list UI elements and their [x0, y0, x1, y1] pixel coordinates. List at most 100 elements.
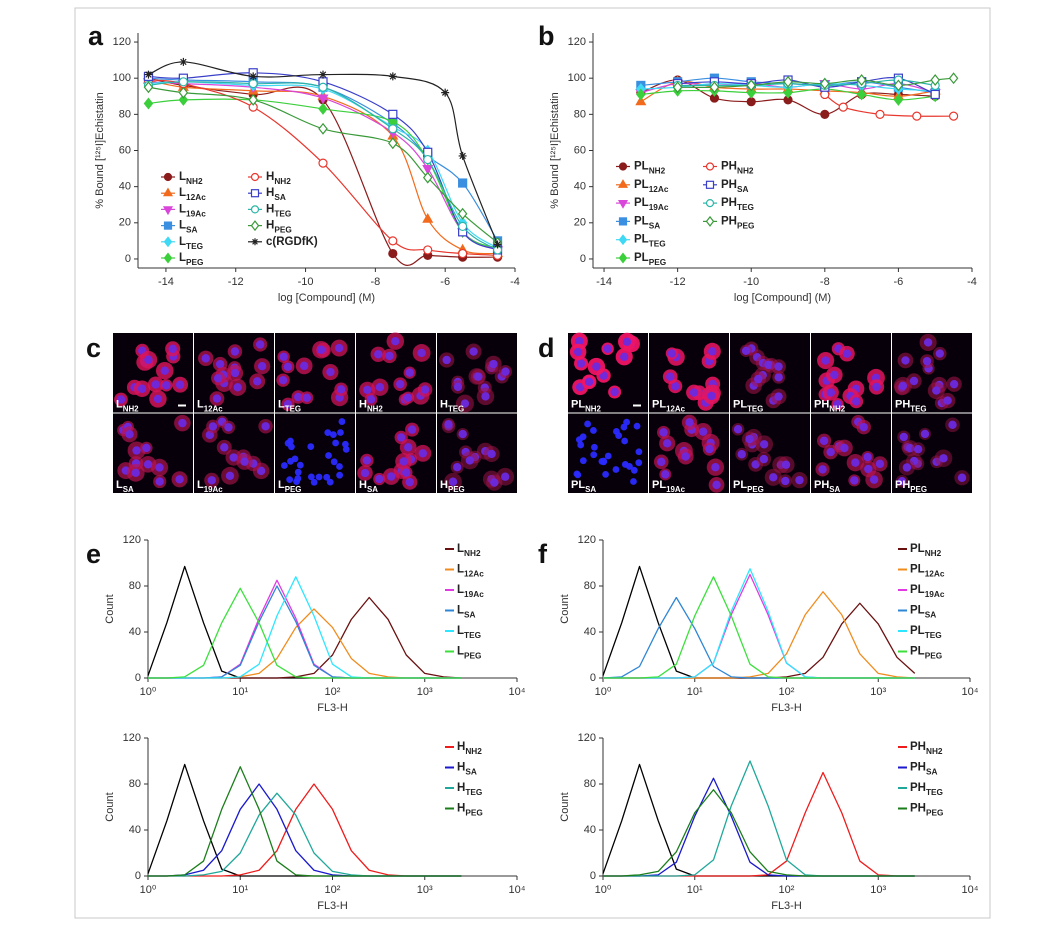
cell-nucleus	[621, 437, 629, 445]
cell-nucleus	[144, 355, 153, 364]
cell-nucleus	[256, 466, 266, 476]
cell-nucleus	[212, 394, 222, 403]
tile-label-main: L	[278, 479, 285, 491]
cell-nucleus	[287, 457, 294, 465]
legend-label: PHSA	[721, 179, 748, 194]
legend-label-main: PH	[721, 215, 737, 227]
cell-nucleus	[741, 346, 751, 356]
x-tick-label: 10⁴	[509, 686, 526, 698]
x-tick-label: 10³	[870, 686, 886, 698]
legend-label: PHPEG	[721, 215, 754, 230]
x-tick-label: -8	[370, 276, 380, 288]
cell-nucleus	[286, 476, 294, 484]
tile-label-sub: SA	[829, 485, 840, 494]
tile-label: L19Ac	[197, 479, 223, 494]
cell-nucleus	[323, 473, 331, 481]
histogram-line	[603, 591, 915, 679]
histogram-line	[147, 763, 462, 877]
cell-nucleus	[310, 478, 318, 486]
tile-label-main: PL	[733, 479, 747, 491]
marker	[250, 205, 260, 214]
legend-label-main: L	[457, 646, 464, 658]
cell-nucleus	[143, 460, 153, 469]
cell-nucleus	[897, 477, 907, 486]
cell-nucleus	[448, 477, 458, 486]
panel-letter: a	[88, 21, 104, 51]
marker	[705, 215, 715, 227]
cell-nucleus	[420, 385, 430, 394]
cell-nucleus	[469, 347, 478, 356]
y-tick-label: 80	[129, 580, 141, 592]
tile-label-sub: 19Ac	[204, 485, 224, 494]
legend-label-sub: SA	[737, 184, 749, 193]
marker	[705, 199, 715, 208]
y-tick-label: 40	[129, 626, 141, 638]
marker	[388, 124, 398, 134]
tile-label-main: H	[440, 398, 448, 410]
tile-label-sub: SA	[585, 485, 596, 494]
legend-label-main: PL	[910, 625, 925, 637]
tile-label: HNH2	[359, 398, 383, 413]
cell-nucleus	[452, 463, 462, 472]
x-tick-label: 10⁰	[140, 884, 157, 896]
x-tick-label: 10²	[325, 686, 341, 698]
legend-label-sub: PEG	[649, 258, 666, 267]
histogram-line	[148, 792, 462, 877]
cell-nucleus	[336, 471, 344, 479]
panel-letter: c	[86, 333, 101, 363]
marker	[705, 162, 715, 171]
cell-nucleus	[337, 429, 344, 436]
cell-nucleus	[407, 425, 417, 434]
x-tick-label: -10	[743, 276, 759, 288]
fit-curve	[148, 98, 498, 249]
legend-label: L12Ac	[179, 187, 206, 202]
legend-label: L19Ac	[179, 203, 206, 218]
histogram-line	[603, 602, 916, 679]
legend-label: PLNH2	[910, 543, 942, 558]
legend-label: PLSA	[634, 215, 660, 230]
marker	[618, 234, 628, 246]
y-tick-label: 40	[584, 824, 596, 836]
cell-nucleus	[125, 430, 134, 439]
y-tick-label: 120	[123, 534, 141, 546]
legend-label-main: c(RGDfK)	[266, 236, 318, 248]
legend-label-sub: SA	[464, 610, 476, 619]
cell-nucleus	[577, 441, 585, 449]
y-tick-label: 40	[574, 181, 586, 193]
cell-nucleus	[864, 464, 873, 474]
x-tick-label: 10⁴	[962, 686, 979, 698]
cell-nucleus	[781, 460, 791, 469]
fit-curve	[148, 81, 498, 251]
cell-nucleus	[920, 429, 930, 439]
cell-nucleus	[391, 336, 400, 346]
legend-label-main: L	[179, 220, 186, 232]
cell-nucleus	[590, 451, 598, 459]
cell-nucleus	[922, 356, 932, 366]
y-tick-label: 120	[113, 36, 131, 48]
x-tick-label: 10¹	[687, 884, 703, 896]
legend-label: HNH2	[266, 171, 291, 186]
legend-label: PL19Ac	[634, 197, 669, 212]
cell-nucleus	[326, 367, 335, 377]
cell-nucleus	[623, 418, 631, 426]
marker	[179, 57, 188, 66]
cell-nucleus	[385, 351, 394, 361]
cell-nucleus	[293, 478, 300, 486]
cell-nucleus	[229, 453, 238, 462]
cell-nucleus	[733, 425, 743, 434]
legend-label-sub: 12Ac	[464, 569, 484, 578]
legend-label: PLPEG	[910, 646, 942, 661]
cell-nucleus	[899, 432, 908, 442]
marker	[162, 206, 174, 216]
cell-nucleus	[329, 431, 337, 439]
legend-label-main: PL	[634, 179, 649, 191]
cell-nucleus	[405, 368, 414, 377]
cell-nucleus	[850, 476, 859, 485]
legend-label: PHPEG	[910, 803, 943, 818]
legend-label-sub: SA	[186, 225, 198, 234]
cell-nucleus	[280, 462, 288, 469]
panel-letter: e	[86, 539, 101, 569]
legend-label-sub: NH2	[649, 166, 666, 175]
cell-nucleus	[362, 456, 372, 465]
cell-nucleus	[201, 354, 210, 363]
